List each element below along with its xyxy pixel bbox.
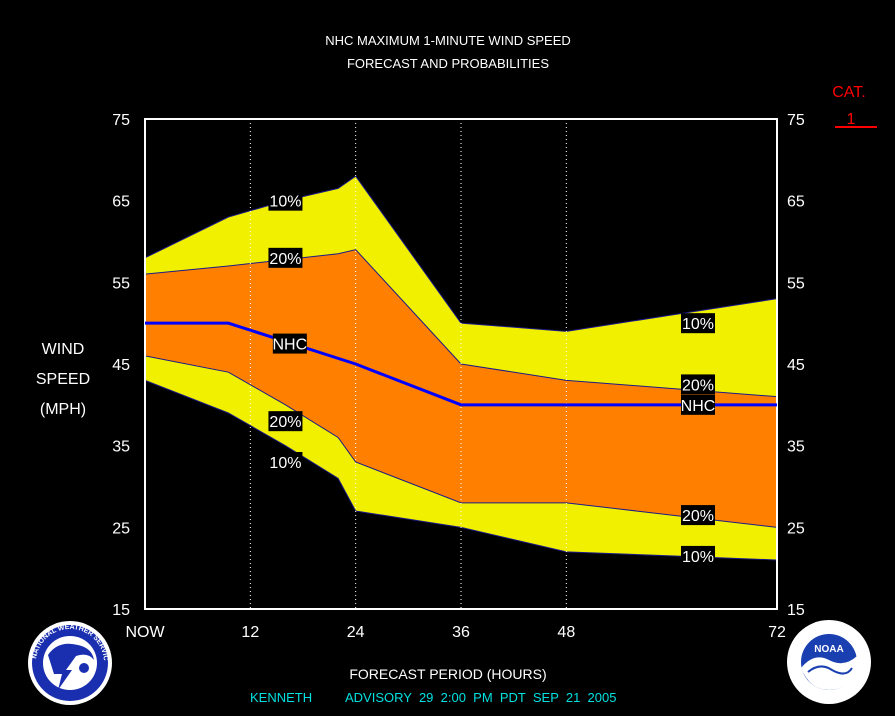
y-tick-left: 55	[112, 275, 130, 292]
y-tick-right: 15	[787, 602, 805, 619]
x-tick-label: NOW	[125, 624, 165, 641]
svg-text:NATIONAL WEATHER SERVICE: NATIONAL WEATHER SERVICE	[0, 0, 109, 661]
x-tick-label: 48	[557, 624, 575, 641]
band-20pct-upper-edge	[144, 249, 778, 398]
svg-text:20%: 20%	[682, 508, 714, 525]
y-tick-right: 65	[787, 194, 805, 211]
series-line-nhc	[145, 321, 777, 407]
x-tick-label: 72	[768, 624, 786, 641]
y-axis-label-line-2: SPEED	[36, 371, 90, 388]
svg-text:10%: 10%	[682, 549, 714, 566]
y-tick-right: 55	[787, 275, 805, 292]
probability-bands	[144, 175, 778, 561]
noaa-logo: NOAA	[787, 620, 871, 704]
chart-subtitle: FORECAST AND PROBABILITIES	[347, 56, 549, 71]
annotation-label: 20%	[268, 411, 303, 432]
x-tick-label: 24	[347, 624, 365, 641]
svg-text:NHC: NHC	[681, 398, 716, 415]
y-tick-right: 25	[787, 520, 805, 537]
plot-frame	[144, 118, 778, 610]
annotation-label: NHC	[272, 333, 307, 354]
band-10pct-upper-edge	[144, 175, 778, 332]
annotation-label: 10%	[268, 190, 303, 211]
svg-text:10%: 10%	[682, 316, 714, 333]
annotation-label: 10%	[681, 545, 715, 566]
annotation-label: NHC	[681, 394, 716, 415]
svg-text:NHC: NHC	[272, 337, 307, 354]
svg-text:10%: 10%	[269, 455, 301, 472]
y-tick-right: 35	[787, 439, 805, 456]
svg-text:20%: 20%	[269, 251, 301, 268]
svg-text:20%: 20%	[269, 414, 301, 431]
y-tick-right: 75	[787, 112, 805, 129]
forecast-series	[145, 321, 777, 407]
annotations: 10% 20% NHC 20% 10% 10% 20% NHC 20% 10%	[268, 190, 716, 566]
y-tick-left: 35	[112, 439, 130, 456]
y-axis-label-line-3: (MPH)	[40, 401, 86, 418]
x-axis-label: FORECAST PERIOD (HOURS)	[349, 666, 546, 682]
y-tick-left: 25	[112, 520, 130, 537]
annotation-label: 10%	[268, 452, 303, 472]
y-tick-right: 45	[787, 357, 805, 374]
category-label: CAT.	[832, 84, 865, 101]
y-tick-left: 15	[112, 602, 130, 619]
svg-text:10%: 10%	[269, 194, 301, 211]
y-tick-left: 45	[112, 357, 130, 374]
y-tick-left: 75	[112, 112, 130, 129]
band-20pct-lower-edge	[144, 355, 778, 528]
storm-name: KENNETH	[250, 690, 312, 705]
svg-text:NOAA: NOAA	[814, 644, 843, 655]
chart-title: NHC MAXIMUM 1-MINUTE WIND SPEED	[325, 33, 571, 48]
x-tick-labels: NOW 12 24 36 48 72	[125, 624, 786, 641]
y-axis-label-line-1: WIND	[42, 341, 85, 358]
advisory-text: ADVISORY 29 2:00 PM PDT SEP 21 2005	[345, 690, 616, 705]
svg-text:20%: 20%	[682, 377, 714, 394]
annotation-label: 10%	[681, 313, 715, 334]
annotation-label: 20%	[681, 505, 715, 526]
category-value: 1	[847, 111, 856, 128]
x-tick-label: 36	[452, 624, 470, 641]
annotation-label: 20%	[268, 247, 303, 268]
band-20pct	[145, 249, 777, 528]
annotation-label: 20%	[681, 374, 715, 395]
x-tick-label: 12	[241, 624, 259, 641]
y-tick-labels: 15 15 25 25 35 35 45 45 55 55 65 65 75 75	[112, 112, 805, 619]
y-tick-left: 65	[112, 194, 130, 211]
